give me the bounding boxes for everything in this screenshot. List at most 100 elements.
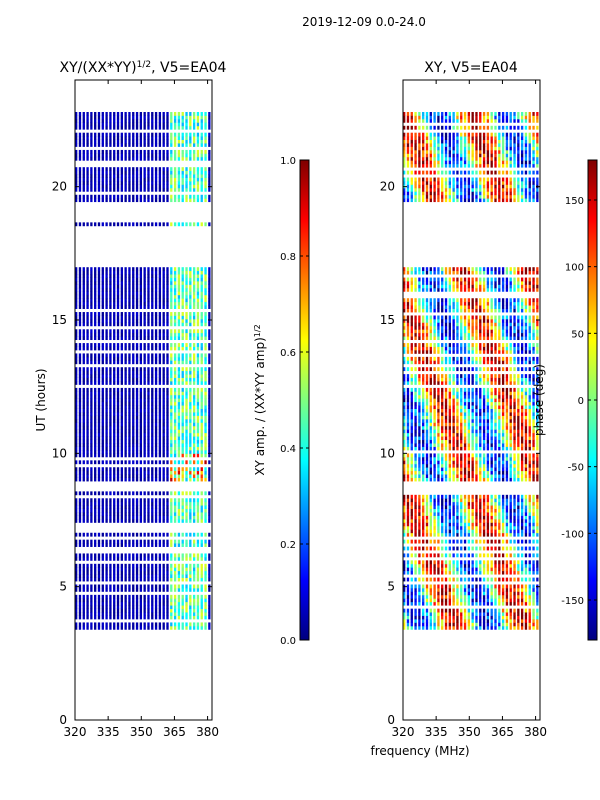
amplitude-cell xyxy=(120,118,123,123)
amplitude-cell xyxy=(75,474,78,478)
phase-cell xyxy=(471,594,474,599)
amplitude-cell xyxy=(135,360,139,365)
amplitude-cell xyxy=(170,505,173,510)
amplitude-cell xyxy=(75,177,78,182)
amplitude-cell xyxy=(113,505,116,510)
amplitude-cell xyxy=(86,280,89,285)
amplitude-cell xyxy=(86,439,89,444)
phase-cell xyxy=(475,567,478,572)
phase-cell xyxy=(414,525,417,530)
amplitude-cell xyxy=(177,139,181,144)
amplitude-cell xyxy=(154,532,158,537)
amplitude-cell xyxy=(105,443,108,447)
phase-cell xyxy=(422,594,425,599)
amplitude-cell xyxy=(147,429,150,434)
amplitude-cell xyxy=(132,508,135,513)
amplitude-cell xyxy=(151,460,154,465)
amplitude-cell xyxy=(116,567,120,572)
amplitude-cell xyxy=(147,543,150,547)
amplitude-cell xyxy=(94,412,97,416)
amplitude-cell xyxy=(143,532,146,537)
amplitude-cell xyxy=(162,305,165,309)
amplitude-cell xyxy=(132,460,135,465)
phase-cell xyxy=(437,622,440,627)
amplitude-cell xyxy=(154,136,158,140)
amplitude-cell xyxy=(82,329,85,334)
amplitude-cell xyxy=(75,439,78,444)
amplitude-cell xyxy=(173,453,177,458)
amplitude-cell xyxy=(154,608,158,613)
amplitude-cell xyxy=(116,360,120,365)
amplitude-cell xyxy=(97,374,101,378)
phase-cell xyxy=(422,567,425,572)
phase-cell xyxy=(513,525,516,530)
amplitude-cell xyxy=(147,615,150,620)
amplitude-cell xyxy=(143,280,146,285)
amplitude-cell xyxy=(151,270,154,275)
phase-cell xyxy=(524,622,528,627)
amplitude-cell xyxy=(105,115,108,120)
amplitude-cell xyxy=(204,149,207,154)
amplitude-cell xyxy=(158,422,162,427)
amplitude-cell xyxy=(151,432,154,437)
phase-cell xyxy=(463,618,467,623)
amplitude-cell xyxy=(135,346,139,351)
phase-cell xyxy=(433,577,436,582)
phase-cell xyxy=(433,539,436,544)
amplitude-cell xyxy=(143,332,146,337)
amplitude-cell xyxy=(109,305,112,309)
amplitude-cell xyxy=(101,305,104,309)
amplitude-cell xyxy=(177,432,181,437)
amplitude-cell xyxy=(173,139,177,144)
amplitude-cell xyxy=(166,446,169,451)
amplitude-cell xyxy=(147,605,150,610)
amplitude-cell xyxy=(101,329,104,334)
amplitude-cell xyxy=(128,353,131,358)
amplitude-cell xyxy=(135,387,139,392)
phase-cell xyxy=(517,587,520,592)
amplitude-cell xyxy=(86,284,89,289)
amplitude-cell xyxy=(192,149,196,154)
amplitude-cell xyxy=(120,139,123,144)
amplitude-cell xyxy=(181,329,184,334)
amplitude-cell xyxy=(135,594,139,599)
phase-cell xyxy=(467,512,471,516)
amplitude-cell xyxy=(189,301,192,306)
amplitude-cell xyxy=(200,367,203,372)
amplitude-cell xyxy=(90,446,93,451)
amplitude-cell xyxy=(147,498,150,503)
amplitude-cell xyxy=(135,587,139,592)
phase-cell xyxy=(528,591,531,596)
amplitude-cell xyxy=(78,622,82,627)
amplitude-cell xyxy=(78,567,82,572)
phase-cell xyxy=(532,601,535,606)
amplitude-cell xyxy=(128,125,131,130)
amplitude-cell xyxy=(82,398,85,403)
amplitude-cell xyxy=(139,505,143,510)
phase-cell xyxy=(425,570,429,575)
amplitude-cell xyxy=(105,143,108,147)
phase-cell xyxy=(501,529,505,534)
amplitude-cell xyxy=(173,543,177,547)
amplitude-cell xyxy=(189,174,192,178)
amplitude-cell xyxy=(151,401,154,406)
amplitude-cell xyxy=(170,515,173,520)
phase-cell xyxy=(509,618,512,623)
amplitude-cell xyxy=(166,132,169,137)
phase-cell xyxy=(452,515,455,520)
amplitude-cell xyxy=(162,601,165,606)
amplitude-cell xyxy=(120,280,123,285)
phase-cell xyxy=(460,529,463,534)
amplitude-cell xyxy=(97,449,101,454)
phase-cell xyxy=(471,553,474,558)
amplitude-cell xyxy=(189,429,192,434)
phase-cell xyxy=(433,591,436,596)
amplitude-cell xyxy=(132,405,135,410)
phase-cell xyxy=(513,501,516,506)
amplitude-cell xyxy=(173,184,177,189)
amplitude-cell xyxy=(105,329,108,334)
amplitude-cell xyxy=(113,594,116,599)
amplitude-cell xyxy=(90,477,93,482)
amplitude-cell xyxy=(101,370,104,375)
amplitude-cell xyxy=(170,491,173,496)
